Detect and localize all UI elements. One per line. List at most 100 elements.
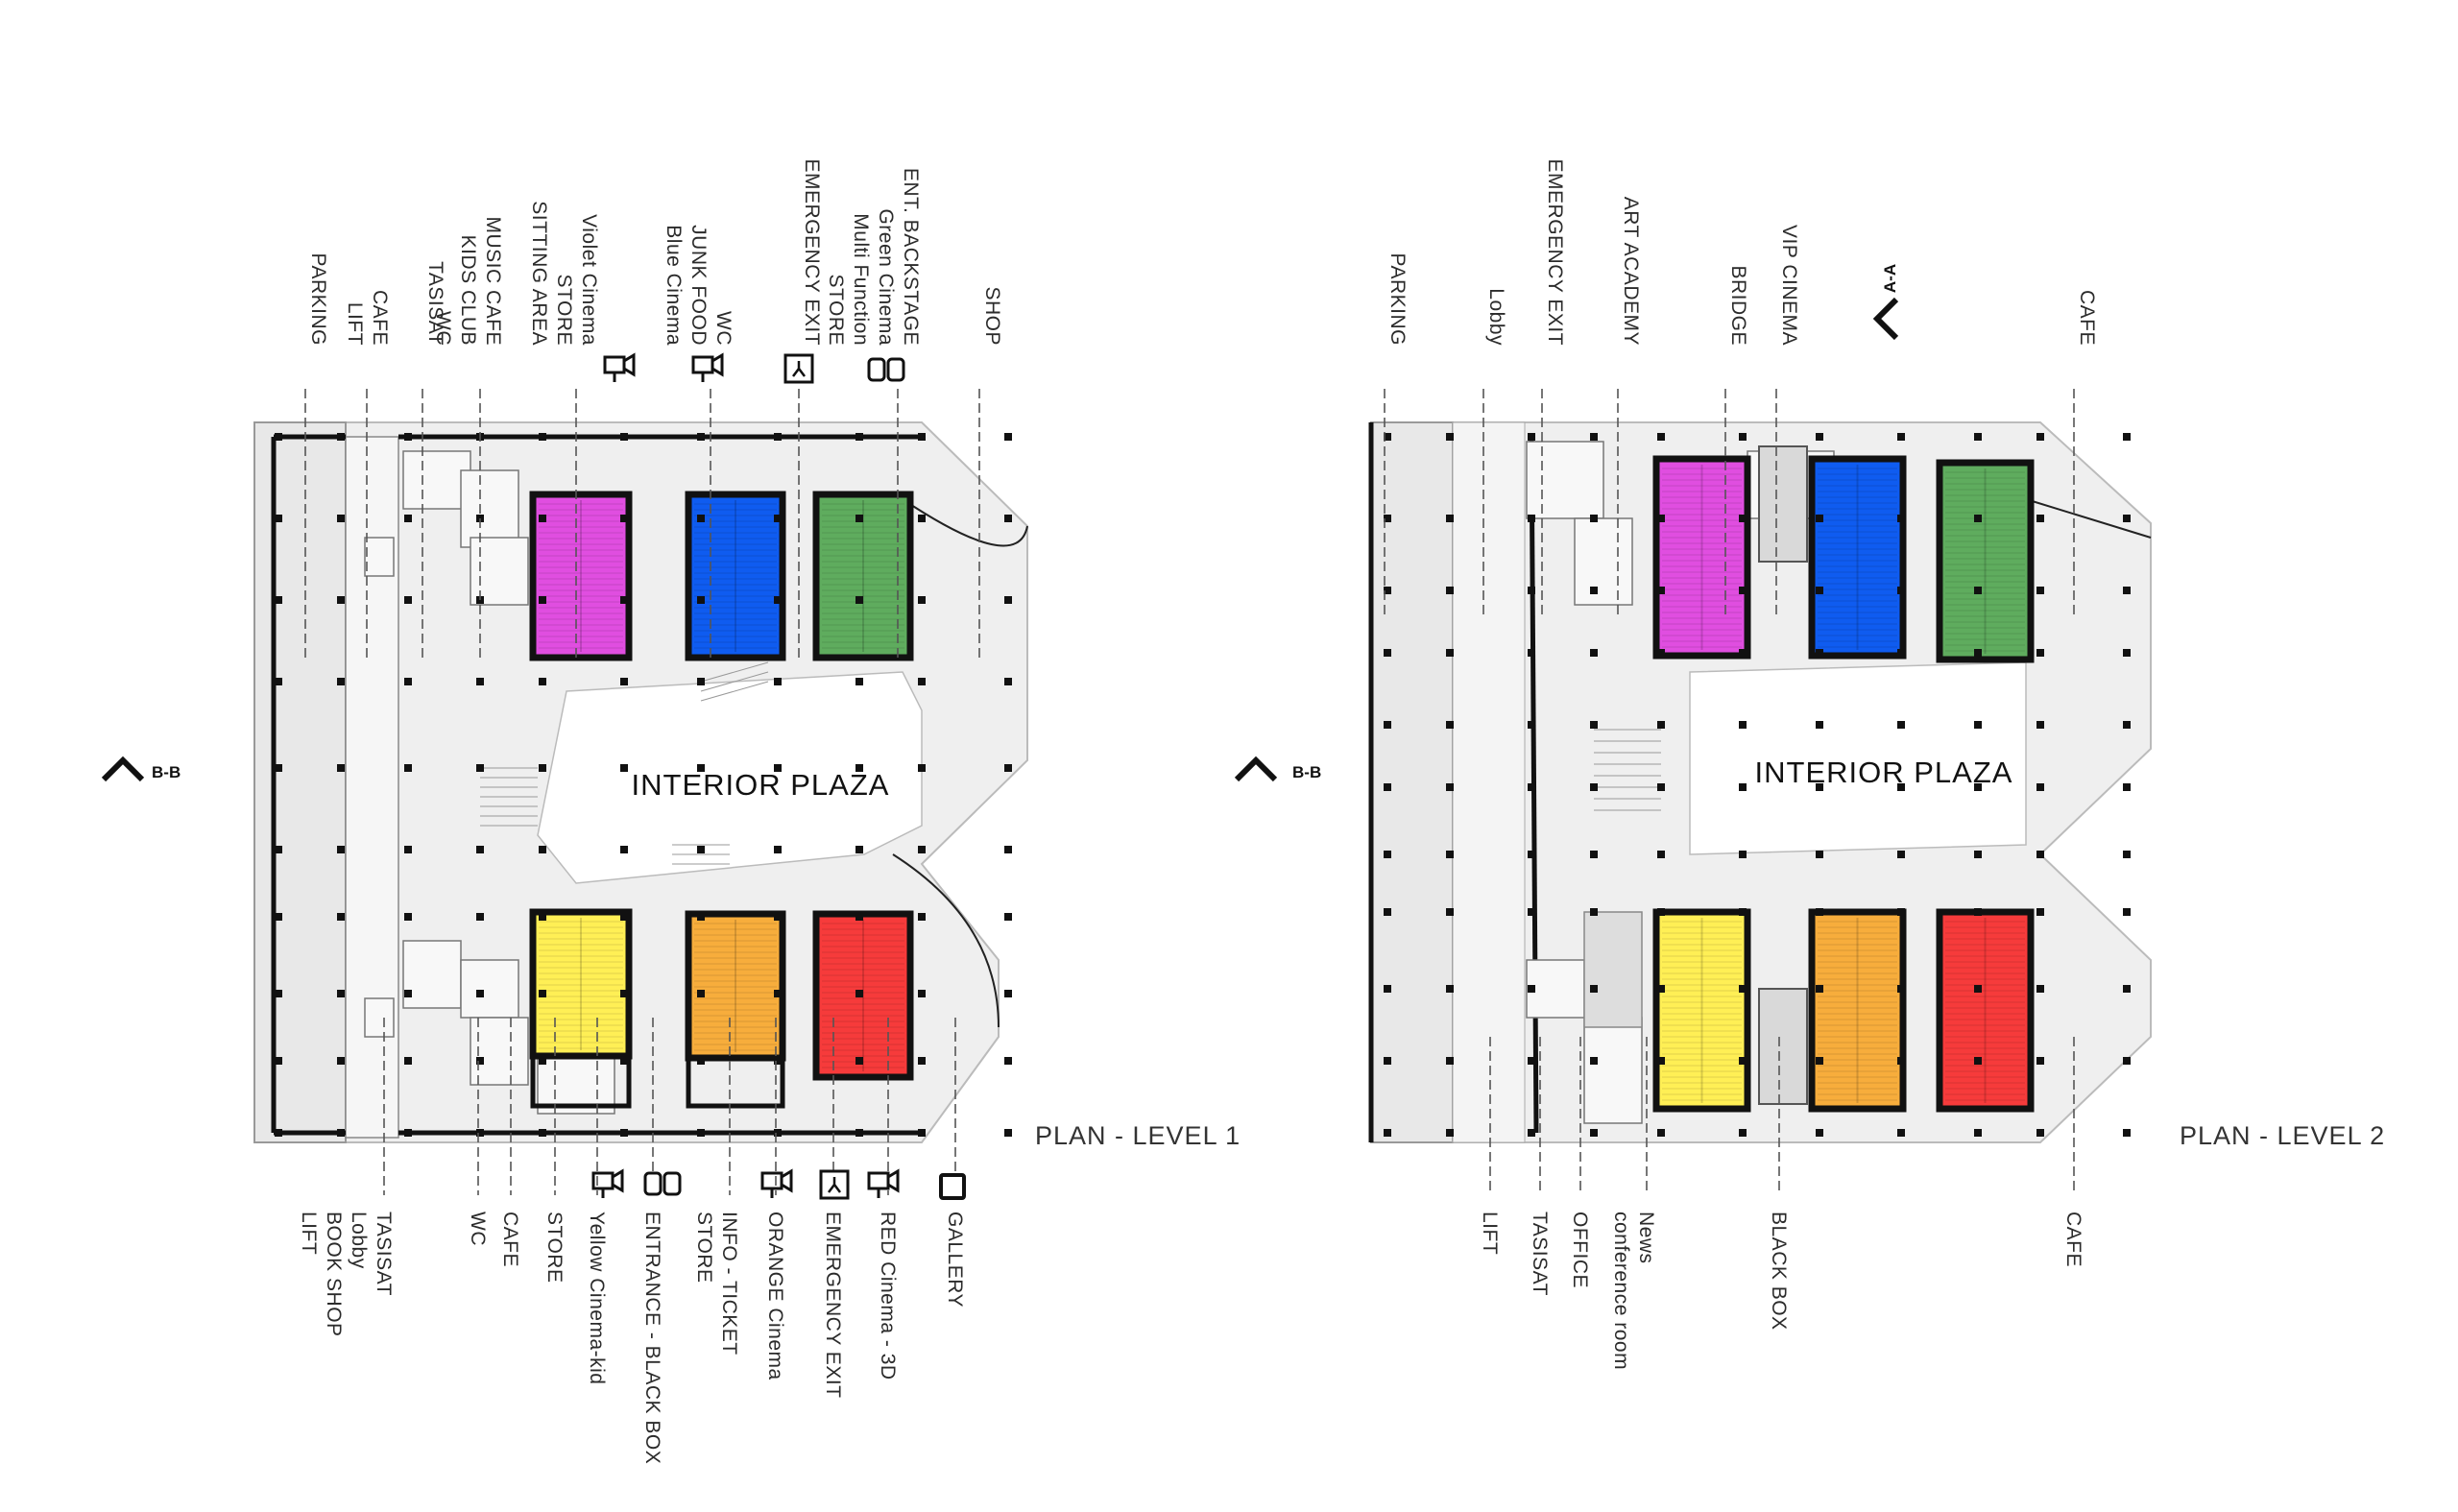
bottom-label-group: LIFT BOOK SHOP Lobby TASISAT xyxy=(298,1018,395,1337)
structural-column xyxy=(539,846,546,853)
room-label: WC xyxy=(467,1212,489,1246)
structural-column xyxy=(404,990,412,997)
structural-column xyxy=(774,764,782,772)
bottom-label-group: OFFICE xyxy=(1569,1037,1591,1288)
structural-column xyxy=(1739,1057,1747,1065)
room-label: LIFT xyxy=(344,302,366,346)
structural-column xyxy=(404,1129,412,1137)
top-label-group: EMERGENCY EXIT xyxy=(798,159,823,662)
structural-column xyxy=(1004,913,1012,921)
structural-column xyxy=(337,1057,345,1065)
structural-column xyxy=(1974,908,1982,916)
structural-column xyxy=(2123,985,2131,993)
structural-column xyxy=(2036,783,2044,791)
top-label-group: ART ACADEMY xyxy=(1617,197,1642,614)
room-label: conference room xyxy=(1610,1212,1632,1370)
structural-column xyxy=(1816,985,1823,993)
structural-column xyxy=(1528,1129,1535,1137)
structural-column xyxy=(2123,1057,2131,1065)
hall-lobby-wall xyxy=(686,1055,785,1109)
structural-column xyxy=(1897,649,1905,657)
structural-column xyxy=(539,515,546,522)
structural-column xyxy=(1004,846,1012,853)
structural-column xyxy=(1590,649,1598,657)
structural-column xyxy=(1384,1129,1391,1137)
bottom-label-group: CAFE xyxy=(2062,1037,2084,1267)
room-label: CAFE xyxy=(499,1212,521,1267)
structural-column xyxy=(1446,649,1454,657)
bottom-label-group: RED Cinema - 3D xyxy=(877,1018,899,1380)
structural-column xyxy=(1004,1129,1012,1137)
structural-column xyxy=(620,913,628,921)
structural-column xyxy=(275,990,282,997)
structural-column xyxy=(1004,515,1012,522)
bottom-label-group: conference room News xyxy=(1610,1037,1657,1370)
room-label: CAFE xyxy=(2062,1212,2084,1267)
room-label: Violet Cinema xyxy=(578,214,600,346)
structural-column xyxy=(337,433,345,441)
structural-column xyxy=(404,678,412,685)
structural-column xyxy=(1897,721,1905,729)
room-label: Blue Cinema xyxy=(663,225,685,346)
structural-column xyxy=(1816,783,1823,791)
structural-column xyxy=(1739,851,1747,858)
structural-column xyxy=(1974,985,1982,993)
violet-cinema-hall-fill xyxy=(529,491,633,661)
structural-column xyxy=(1897,515,1905,522)
orange-cinema-hall-l2-fill xyxy=(1808,908,1907,1113)
violet-cinema-hall xyxy=(529,491,633,661)
structural-column xyxy=(1739,515,1747,522)
room-label: Lobby xyxy=(1485,288,1507,346)
bottom-label-group: STORE xyxy=(543,1018,566,1283)
bottom-label-group: WC xyxy=(467,1018,489,1246)
structural-column xyxy=(1897,1129,1905,1137)
structural-column xyxy=(1657,985,1665,993)
yellow-cinema-hall-l2 xyxy=(1652,908,1751,1113)
structural-column xyxy=(1897,433,1905,441)
structural-column xyxy=(404,846,412,853)
structural-column xyxy=(476,990,484,997)
structural-column xyxy=(1384,649,1391,657)
top-label-group: WC KIDS CLUB MUSIC CAFE xyxy=(432,216,504,662)
structural-column xyxy=(1590,1057,1598,1065)
structural-column xyxy=(855,764,863,772)
room-label: VIP CINEMA xyxy=(1778,225,1800,346)
structural-column xyxy=(697,678,705,685)
plan2-section-marker-a-a: A-A xyxy=(1872,264,1899,341)
structural-column xyxy=(2123,515,2131,522)
orange-cinema-hall xyxy=(685,910,786,1062)
top-label-group: CAFE xyxy=(2073,290,2098,614)
structural-column xyxy=(1004,1057,1012,1065)
room-label: RED Cinema - 3D xyxy=(877,1212,899,1380)
structural-column xyxy=(1739,587,1747,594)
structural-column xyxy=(1590,587,1598,594)
plan1-title: PLAN - LEVEL 1 xyxy=(1035,1121,1241,1150)
structural-column xyxy=(539,678,546,685)
structural-column xyxy=(1528,721,1535,729)
top-label-group: BRIDGE xyxy=(1724,265,1749,614)
structural-column xyxy=(404,515,412,522)
structural-column xyxy=(539,596,546,604)
section-arrow-icon xyxy=(1872,297,1899,341)
structural-column xyxy=(2123,851,2131,858)
structural-column xyxy=(275,846,282,853)
bottom-label-group: ENTRANCE - BLACK BOX xyxy=(641,1018,663,1464)
plan-level-1: INTERIOR PLAZA PLAN - LEVEL 1 B-B PARKIN… xyxy=(101,159,1241,1464)
structural-column xyxy=(1816,908,1823,916)
structural-column xyxy=(1590,985,1598,993)
structural-column xyxy=(1384,783,1391,791)
room-label: TASISAT xyxy=(424,261,446,346)
structural-column xyxy=(697,990,705,997)
structural-column xyxy=(1657,433,1665,441)
red-cinema-hall-l2 xyxy=(1936,908,2035,1113)
structural-column xyxy=(2036,908,2044,916)
yellow-cinema-hall-fill xyxy=(529,908,633,1060)
structural-column xyxy=(476,913,484,921)
structural-column xyxy=(1590,515,1598,522)
structural-column xyxy=(2123,908,2131,916)
yellow-cinema-hall xyxy=(529,908,633,1060)
structural-column xyxy=(539,433,546,441)
room-label: TASISAT xyxy=(1529,1212,1551,1296)
structural-column xyxy=(1446,1129,1454,1137)
